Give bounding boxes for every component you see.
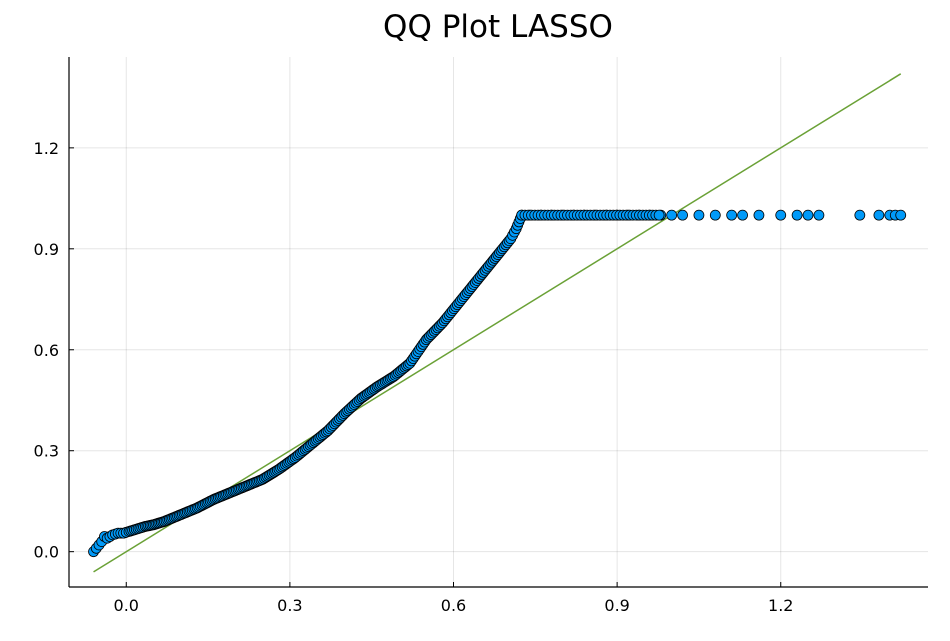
x-tick-label: 0.6 <box>441 596 466 615</box>
x-tick-label: 0.0 <box>114 596 139 615</box>
data-point <box>873 209 885 221</box>
data-point <box>802 209 814 221</box>
x-tick-label: 0.3 <box>277 596 302 615</box>
data-point <box>726 209 738 221</box>
x-tick-label: 0.9 <box>604 596 629 615</box>
axes-layer <box>68 57 928 588</box>
chart-title: QQ Plot LASSO <box>383 9 613 45</box>
y-tick-label: 0.6 <box>34 341 59 360</box>
data-point <box>677 209 688 221</box>
data-point <box>666 209 678 221</box>
y-tick-label: 1.2 <box>34 139 59 158</box>
data-point <box>653 209 665 221</box>
ticks-layer: 0.0 0.3 0.6 0.9 1.2 0.0 0.3 0.6 0.9 1.2 <box>34 139 794 615</box>
data-point <box>854 209 866 221</box>
data-point <box>775 209 787 221</box>
data-point <box>693 209 705 221</box>
data-point <box>753 209 765 221</box>
data-point <box>737 209 748 221</box>
data-point <box>791 209 803 221</box>
data-point <box>813 209 825 221</box>
y-tick-label: 0.9 <box>34 240 59 259</box>
data-points-layer <box>88 209 907 558</box>
x-tick-label: 1.2 <box>768 596 793 615</box>
data-point <box>709 209 721 221</box>
y-tick-label: 0.3 <box>34 442 59 461</box>
data-point <box>895 209 907 221</box>
y-tick-label: 0.0 <box>34 543 59 562</box>
